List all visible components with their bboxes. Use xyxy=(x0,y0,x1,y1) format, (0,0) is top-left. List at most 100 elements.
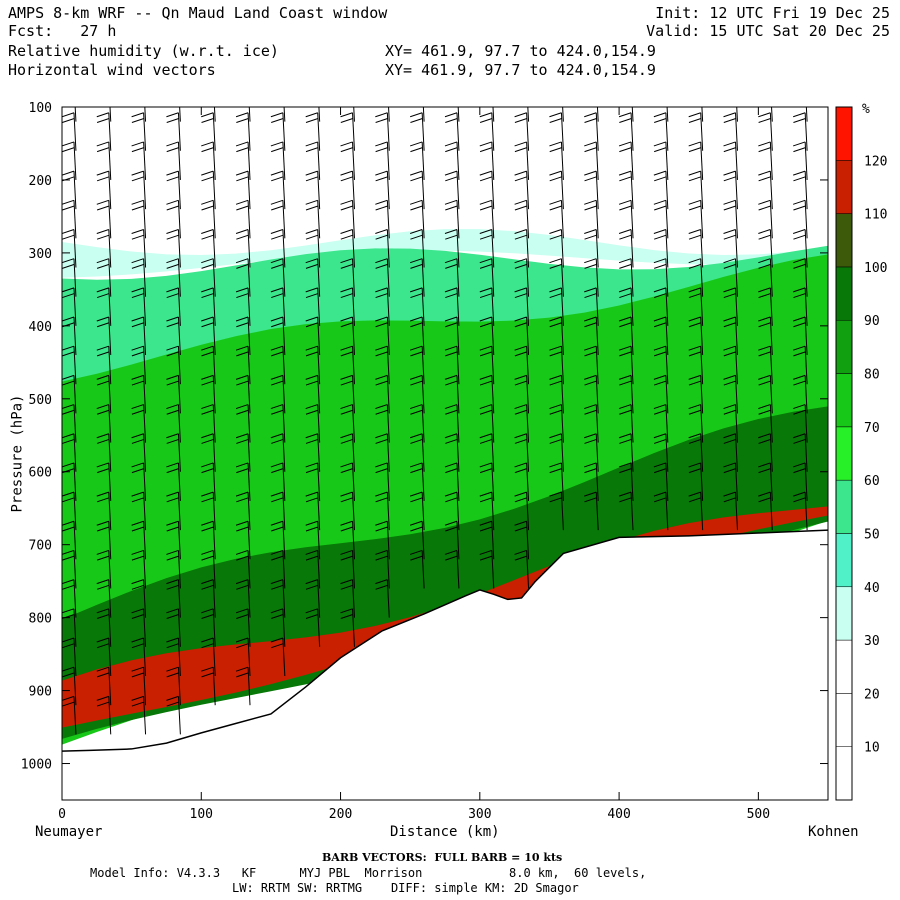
wind-barb xyxy=(131,287,147,326)
wind-barb xyxy=(618,112,634,151)
wind-barb xyxy=(444,170,460,210)
model-info: Model Info: V4.3.3 KF MYJ PBL Morrison 8… xyxy=(90,866,647,880)
x-tick-label: 300 xyxy=(468,807,491,822)
wind-barb xyxy=(723,258,738,297)
wind-barb xyxy=(270,491,286,531)
wind-barb xyxy=(514,229,530,268)
wind-barb xyxy=(74,107,77,122)
wind-barb xyxy=(584,112,599,151)
y-tick-label: 300 xyxy=(29,247,52,262)
wind-barb xyxy=(166,549,181,589)
wind-barb xyxy=(514,404,530,443)
wind-barb xyxy=(62,404,77,443)
wind-barb xyxy=(270,404,286,443)
wind-barb xyxy=(96,141,112,180)
wind-barb xyxy=(96,520,112,560)
wind-barb xyxy=(96,549,112,589)
wind-barb xyxy=(653,199,669,239)
wind-barb xyxy=(444,491,460,531)
wind-barb xyxy=(305,287,321,326)
wind-barb xyxy=(584,433,599,472)
wind-barb xyxy=(723,433,738,472)
wind-barb xyxy=(235,579,251,618)
wind-barb xyxy=(235,549,251,589)
y-tick-label: 500 xyxy=(29,393,52,408)
wind-barb xyxy=(305,374,321,414)
wind-barb xyxy=(305,170,321,210)
wind-barb xyxy=(410,258,425,297)
wind-barb xyxy=(201,316,216,356)
colorbar-swatch xyxy=(835,373,853,428)
wind-barb xyxy=(653,374,669,414)
colorbar-label: 90 xyxy=(864,314,880,329)
wind-barb xyxy=(758,345,773,385)
wind-barb xyxy=(793,374,808,414)
wind-barb xyxy=(166,520,181,560)
wind-barb xyxy=(235,316,251,356)
wind-barb xyxy=(318,107,321,122)
forecast-hour: Fcst: 27 h xyxy=(8,22,117,40)
wind-barb xyxy=(62,433,77,472)
wind-barb xyxy=(131,608,147,647)
wind-barb xyxy=(688,287,704,326)
wind-barb xyxy=(235,141,251,180)
wind-barb xyxy=(422,107,425,122)
wind-barb xyxy=(340,229,355,268)
wind-barb xyxy=(549,112,564,151)
wind-barb xyxy=(340,316,355,356)
wind-barb xyxy=(805,107,808,122)
wind-barb xyxy=(166,433,181,472)
wind-barb xyxy=(793,141,808,180)
wind-barb xyxy=(410,520,425,560)
wind-barb xyxy=(688,374,704,414)
wind-barb xyxy=(283,107,286,122)
wind-barb xyxy=(131,199,147,239)
wind-barb xyxy=(618,170,634,210)
wind-barb xyxy=(235,520,251,560)
wind-barb xyxy=(618,491,634,531)
wind-barb xyxy=(62,374,77,414)
wind-barb xyxy=(388,107,390,122)
wind-barb xyxy=(444,316,460,356)
colorbar-label: 40 xyxy=(864,581,880,596)
x-start-label: Neumayer xyxy=(35,824,103,840)
wind-barb xyxy=(549,404,564,443)
wind-barb xyxy=(340,141,355,180)
wind-barb xyxy=(340,520,355,560)
valid-time: Valid: 15 UTC Sat 20 Dec 25 xyxy=(646,22,890,40)
wind-barb xyxy=(375,579,390,618)
wind-barb xyxy=(410,170,425,210)
wind-barb xyxy=(166,345,181,385)
wind-barb xyxy=(340,404,355,443)
wind-barb xyxy=(201,549,216,589)
wind-barb xyxy=(688,141,704,180)
wind-barb xyxy=(514,112,530,151)
wind-barb xyxy=(584,491,599,531)
wind-barb xyxy=(618,462,634,501)
wind-barb xyxy=(618,229,634,268)
wind-barb xyxy=(96,258,112,297)
wind-barb xyxy=(758,404,773,443)
wind-barb xyxy=(305,608,321,647)
terrain-fill xyxy=(62,530,828,800)
wind-barb xyxy=(618,316,634,356)
colorbar-label: 50 xyxy=(864,527,880,542)
wind-barb xyxy=(131,170,147,210)
wind-barb xyxy=(562,107,564,122)
wind-barb xyxy=(479,316,495,356)
wind-barb xyxy=(688,229,704,268)
wind-barb xyxy=(618,287,634,326)
y-tick-label: 900 xyxy=(29,685,52,700)
y-tick-label: 100 xyxy=(29,101,52,116)
wind-barb xyxy=(584,199,599,239)
wind-barb xyxy=(131,637,147,677)
wind-barb xyxy=(62,112,77,151)
xy-range-2: XY= 461.9, 97.7 to 424.0,154.9 xyxy=(385,61,656,79)
wind-barb xyxy=(479,199,495,239)
wind-barb xyxy=(410,199,425,239)
y-axis-label: Pressure (hPa) xyxy=(9,394,26,513)
wind-barb xyxy=(549,287,564,326)
colorbar-label: 60 xyxy=(864,474,880,489)
wind-barb xyxy=(514,433,530,472)
wind-barb xyxy=(479,112,495,151)
